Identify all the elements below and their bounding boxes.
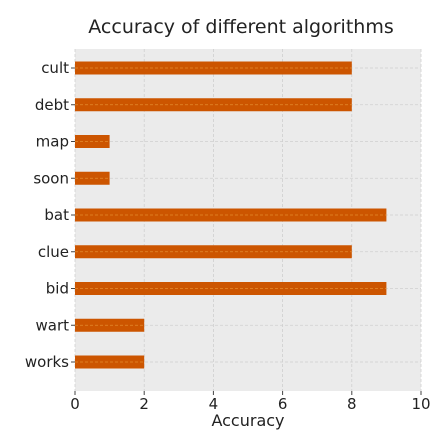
y-tick-label: debt	[35, 96, 69, 114]
x-tick-label: 4	[209, 395, 219, 413]
x-axis: 0 2 4 6 8 10	[70, 391, 431, 413]
bar-clue	[75, 245, 352, 259]
x-tick-label: 6	[278, 395, 288, 413]
y-tick-label: map	[36, 133, 69, 151]
chart-title: Accuracy of different algorithms	[88, 16, 393, 38]
y-tick-label: wart	[35, 316, 69, 334]
x-tick-label: 8	[347, 395, 357, 413]
bar-cult	[75, 61, 352, 75]
x-tick-label: 2	[139, 395, 149, 413]
x-tick-label: 0	[70, 395, 80, 413]
x-tick-label: 10	[411, 395, 430, 413]
bar-debt	[75, 98, 352, 112]
bar-works	[75, 355, 145, 369]
y-tick-label: cult	[41, 59, 69, 77]
y-axis: cult debt map soon bat clue bid wart works	[25, 59, 75, 371]
bar-wart	[75, 318, 145, 332]
y-tick-label: bat	[44, 206, 69, 224]
y-tick-label: clue	[38, 243, 69, 261]
y-tick-label: bid	[46, 280, 69, 298]
y-tick-label: soon	[33, 169, 69, 187]
y-tick-label: works	[25, 353, 69, 371]
x-axis-label: Accuracy	[211, 411, 284, 430]
bars	[75, 61, 387, 369]
